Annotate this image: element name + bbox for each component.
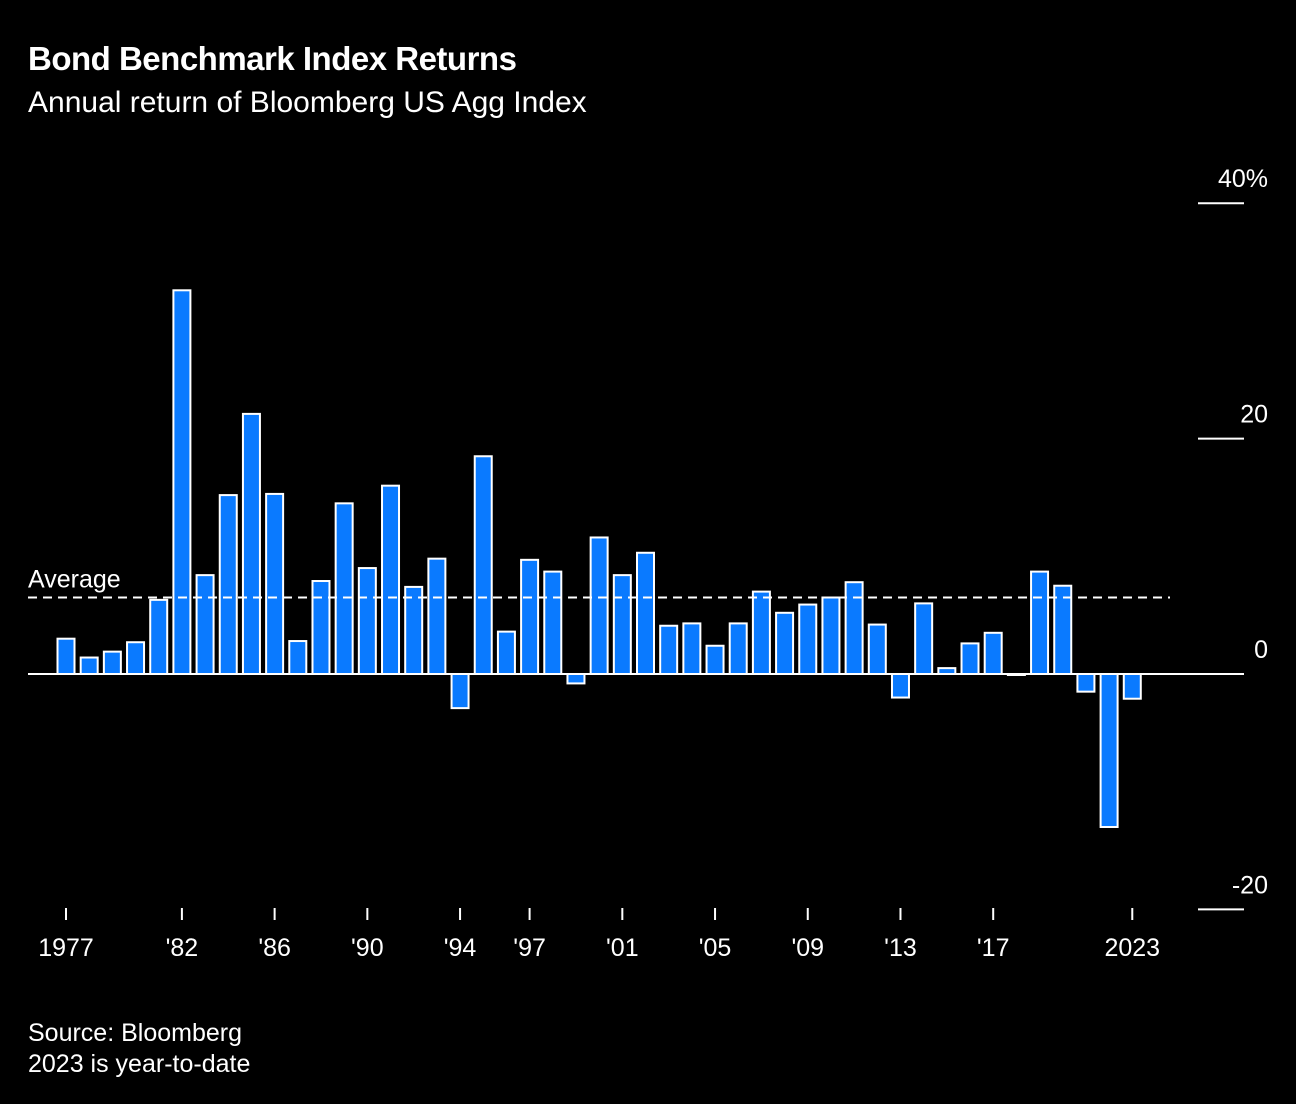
bar-2013 — [890, 673, 910, 699]
bar-2011 — [844, 581, 864, 675]
bar-2022 — [1099, 673, 1119, 829]
bar-1982 — [172, 289, 192, 675]
x-tick-label-1977: 1977 — [38, 934, 94, 962]
bar-1989 — [334, 502, 354, 675]
y-tick-label-40: 40% — [1218, 165, 1268, 193]
chart-title: Bond Benchmark Index Returns — [28, 40, 517, 77]
x-tick-label-1986: '86 — [258, 934, 291, 962]
bar-1993 — [427, 557, 447, 675]
bar-1990 — [357, 567, 377, 676]
bar-1984 — [218, 494, 238, 676]
bar-1995 — [473, 455, 493, 675]
x-tick-label-2017: '17 — [977, 934, 1010, 962]
bar-1977 — [56, 637, 76, 676]
bar-1991 — [381, 484, 401, 675]
bar-2014 — [914, 602, 934, 676]
bar-1987 — [288, 640, 308, 676]
x-tick-label-2001: '01 — [606, 934, 639, 962]
bar-2012 — [867, 623, 887, 675]
x-tick-label-1990: '90 — [351, 934, 384, 962]
bar-2000 — [589, 536, 609, 676]
bar-2009 — [798, 603, 818, 676]
bar-2019 — [1030, 570, 1050, 676]
source-note: Source: Bloomberg — [28, 1019, 243, 1047]
bar-1980 — [126, 641, 146, 676]
bar-2007 — [751, 590, 771, 675]
bar-1983 — [195, 574, 215, 676]
x-tick-label-2009: '09 — [791, 934, 824, 962]
x-tick-label-2013: '13 — [884, 934, 917, 962]
bar-2016 — [960, 642, 980, 676]
bar-1986 — [265, 492, 285, 675]
x-tick-label-2023: 2023 — [1104, 934, 1160, 962]
bar-2001 — [612, 574, 632, 676]
bar-2002 — [636, 551, 655, 675]
x-tick-label-1994: '94 — [444, 934, 477, 962]
bar-1994 — [450, 673, 470, 710]
bar-1988 — [311, 580, 331, 676]
bar-1998 — [543, 570, 563, 676]
x-tick-label-2005: '05 — [699, 934, 732, 962]
y-tick-label--20: -20 — [1232, 871, 1268, 899]
bar-1981 — [149, 598, 169, 675]
bar-2021 — [1076, 673, 1096, 693]
bar-2006 — [728, 622, 748, 675]
bar-2008 — [775, 611, 795, 676]
bar-1985 — [241, 412, 261, 675]
bar-1997 — [520, 558, 540, 675]
bar-1978 — [79, 656, 99, 675]
y-tick-label-0: 0 — [1254, 636, 1268, 664]
x-tick-label-1997: '97 — [513, 934, 546, 962]
bar-1999 — [566, 673, 586, 685]
bar-1992 — [404, 585, 424, 675]
bar-2003 — [659, 624, 679, 675]
y-tick-label-20: 20 — [1240, 401, 1268, 429]
bar-2017 — [983, 631, 1003, 675]
bar-2010 — [821, 596, 841, 675]
bar-2023 — [1122, 673, 1142, 700]
bar-1996 — [496, 630, 516, 675]
average-label: Average — [28, 565, 121, 593]
x-tick-label-1982: '82 — [166, 934, 199, 962]
chart-footer: Source: Bloomberg 2023 is year-to-date — [28, 1018, 250, 1080]
bar-2004 — [682, 622, 702, 675]
bar-2020 — [1053, 584, 1073, 675]
chart-subtitle: Annual return of Bloomberg US Agg Index — [28, 86, 587, 119]
bar-2005 — [705, 644, 725, 676]
bar-1979 — [102, 650, 122, 676]
ytd-note: 2023 is year-to-date — [28, 1050, 251, 1078]
